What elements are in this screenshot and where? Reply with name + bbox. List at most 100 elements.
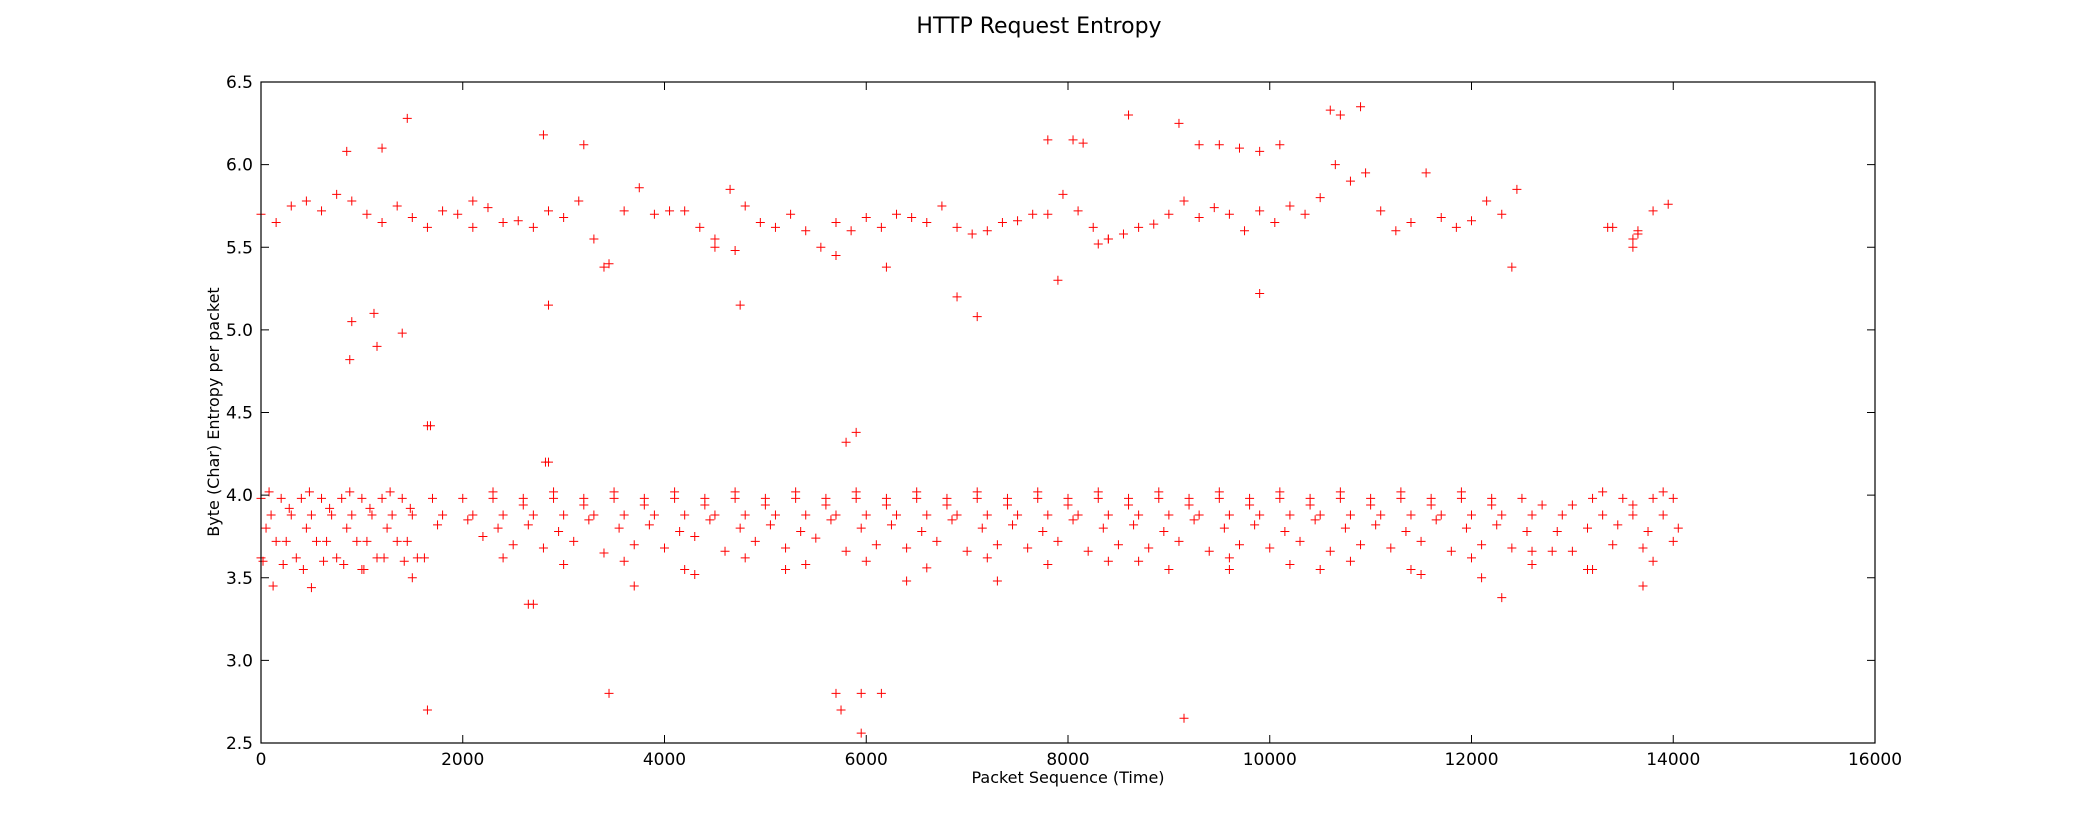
data-point	[379, 553, 389, 563]
data-point	[1315, 564, 1325, 574]
data-point	[841, 437, 851, 447]
plot-area-frame	[260, 81, 1876, 744]
data-point	[1643, 526, 1653, 536]
data-point	[425, 421, 435, 431]
data-point	[463, 515, 473, 525]
data-point	[1189, 515, 1199, 525]
data-point	[1194, 510, 1204, 520]
data-point	[836, 705, 846, 715]
data-point	[1043, 209, 1053, 219]
data-point	[1446, 546, 1456, 556]
data-point	[1633, 226, 1643, 236]
data-point	[972, 312, 982, 322]
data-point	[1124, 500, 1134, 510]
data-point	[1512, 184, 1522, 194]
data-point	[1209, 203, 1219, 213]
data-point	[407, 213, 417, 223]
data-point	[1436, 510, 1446, 520]
data-point	[508, 540, 518, 550]
data-point	[1073, 510, 1083, 520]
data-point	[846, 226, 856, 236]
data-point	[680, 510, 690, 520]
data-point	[1285, 201, 1295, 211]
data-point	[1366, 500, 1376, 510]
data-point	[952, 510, 962, 520]
data-point	[1164, 564, 1174, 574]
x-tick-label: 12000	[1444, 750, 1498, 770]
data-point	[1214, 487, 1224, 497]
data-point	[559, 560, 569, 570]
data-point	[271, 536, 281, 546]
data-point	[498, 217, 508, 227]
data-point	[1053, 275, 1063, 285]
data-point	[347, 196, 357, 206]
data-point	[1310, 515, 1320, 525]
data-point	[322, 536, 332, 546]
data-point	[387, 510, 397, 520]
data-point	[922, 217, 932, 227]
data-point	[1043, 510, 1053, 520]
data-point	[861, 556, 871, 566]
data-point	[347, 510, 357, 520]
data-point	[357, 493, 367, 503]
data-point	[1613, 520, 1623, 530]
data-point	[1154, 487, 1164, 497]
data-point	[1376, 206, 1386, 216]
data-point	[342, 523, 352, 533]
data-point	[690, 569, 700, 579]
data-point	[427, 493, 437, 503]
data-point	[498, 510, 508, 520]
data-point	[362, 209, 372, 219]
data-point	[740, 201, 750, 211]
data-point	[1461, 523, 1471, 533]
data-point	[483, 203, 493, 213]
data-point	[1401, 526, 1411, 536]
data-point	[1386, 543, 1396, 553]
data-point	[1588, 493, 1598, 503]
data-point	[942, 500, 952, 510]
data-point	[912, 487, 922, 497]
x-tick-label: 10000	[1243, 750, 1297, 770]
data-point	[304, 487, 314, 497]
data-point	[405, 503, 415, 513]
data-point	[1234, 540, 1244, 550]
data-point	[629, 540, 639, 550]
data-point	[1416, 569, 1426, 579]
data-point	[286, 510, 296, 520]
data-point	[377, 493, 387, 503]
data-point	[385, 487, 395, 497]
data-point	[670, 487, 680, 497]
data-point	[1527, 560, 1537, 570]
data-point	[306, 583, 316, 593]
data-point	[710, 242, 720, 252]
data-point	[1527, 546, 1537, 556]
data-point	[584, 515, 594, 525]
data-point	[770, 222, 780, 232]
data-point	[705, 515, 715, 525]
data-point	[1184, 500, 1194, 510]
data-point	[367, 510, 377, 520]
data-point	[579, 500, 589, 510]
data-point	[1663, 199, 1673, 209]
data-point	[609, 487, 619, 497]
data-point	[1159, 526, 1169, 536]
data-point	[781, 543, 791, 553]
data-point	[992, 576, 1002, 586]
data-point	[271, 217, 281, 227]
data-point	[937, 201, 947, 211]
data-point	[1557, 510, 1567, 520]
data-point	[856, 688, 866, 698]
y-tick-label: 5.0	[226, 321, 253, 341]
data-point	[1507, 262, 1517, 272]
data-point	[1078, 138, 1088, 148]
data-point	[1103, 510, 1113, 520]
x-tick-label: 2000	[441, 750, 484, 770]
data-point	[1598, 510, 1608, 520]
data-point	[574, 196, 584, 206]
data-point	[281, 536, 291, 546]
data-point	[730, 246, 740, 256]
data-point	[690, 531, 700, 541]
x-axis: 0 2000 4000 6000 8000 10000 12000 14000 16000	[256, 82, 1902, 770]
data-point	[826, 515, 836, 525]
